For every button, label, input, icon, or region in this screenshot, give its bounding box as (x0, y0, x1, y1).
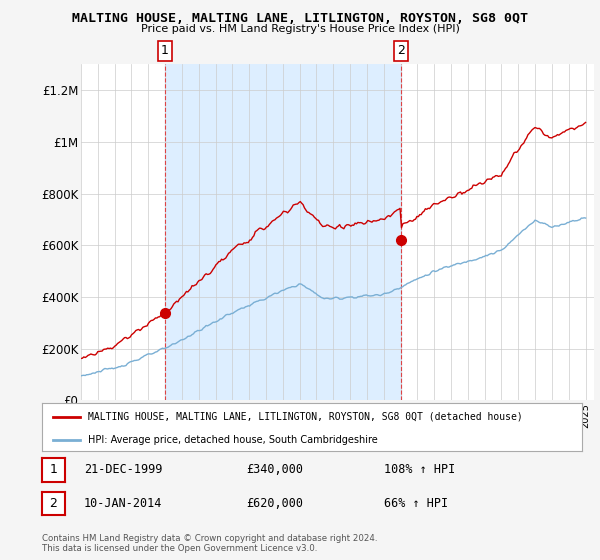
Text: 1: 1 (161, 44, 169, 58)
Text: £340,000: £340,000 (246, 463, 303, 477)
Text: 2: 2 (397, 44, 405, 58)
Text: £620,000: £620,000 (246, 497, 303, 510)
Text: HPI: Average price, detached house, South Cambridgeshire: HPI: Average price, detached house, Sout… (88, 435, 377, 445)
Text: 10-JAN-2014: 10-JAN-2014 (84, 497, 163, 510)
Text: 66% ↑ HPI: 66% ↑ HPI (384, 497, 448, 510)
Text: MALTING HOUSE, MALTING LANE, LITLINGTON, ROYSTON, SG8 0QT (detached house): MALTING HOUSE, MALTING LANE, LITLINGTON,… (88, 412, 523, 422)
Text: Price paid vs. HM Land Registry's House Price Index (HPI): Price paid vs. HM Land Registry's House … (140, 24, 460, 34)
Text: 1: 1 (49, 463, 58, 477)
Text: 21-DEC-1999: 21-DEC-1999 (84, 463, 163, 477)
Text: Contains HM Land Registry data © Crown copyright and database right 2024.
This d: Contains HM Land Registry data © Crown c… (42, 534, 377, 553)
Text: MALTING HOUSE, MALTING LANE, LITLINGTON, ROYSTON, SG8 0QT: MALTING HOUSE, MALTING LANE, LITLINGTON,… (72, 12, 528, 25)
Text: 2: 2 (49, 497, 58, 510)
Text: 108% ↑ HPI: 108% ↑ HPI (384, 463, 455, 477)
Bar (164, 64, 401, 400)
